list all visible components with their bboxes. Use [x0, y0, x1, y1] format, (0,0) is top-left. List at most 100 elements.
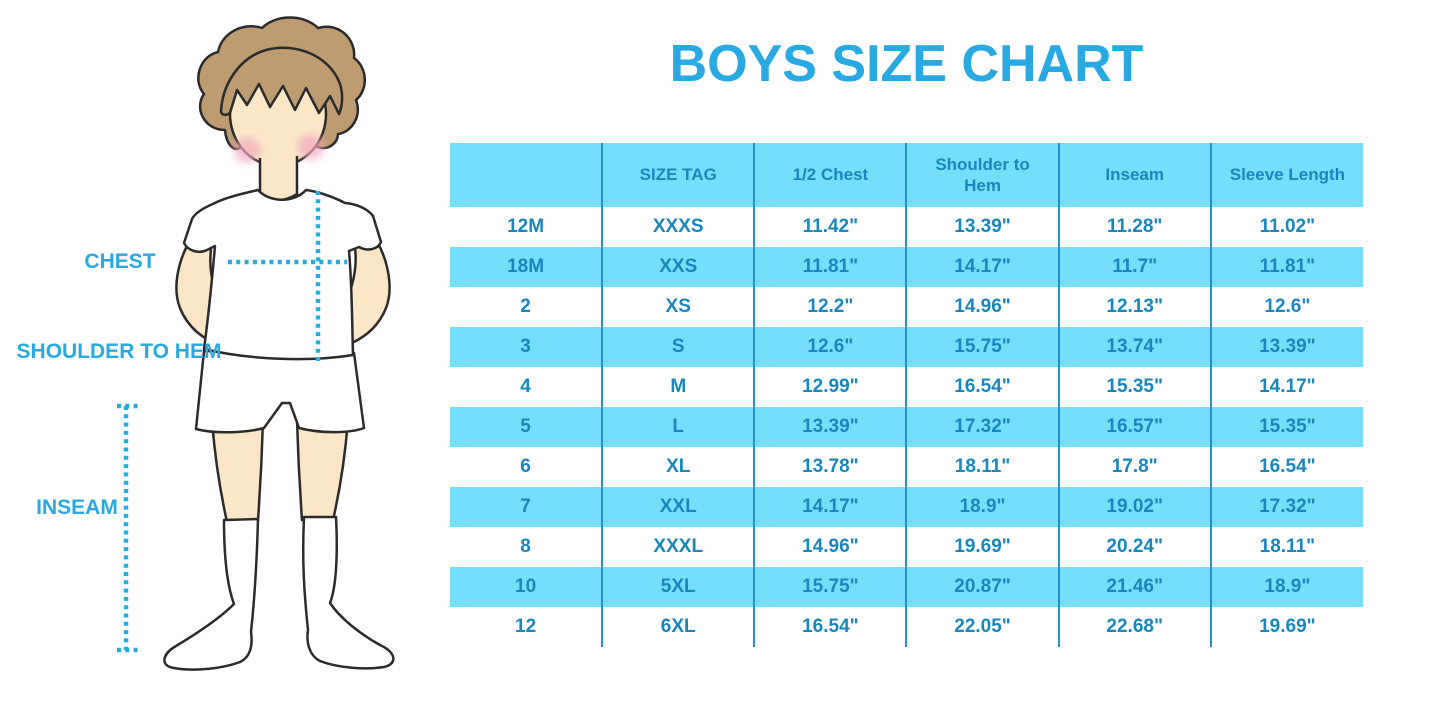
half-chest-cell: 14.17": [753, 487, 907, 527]
half-chest-cell: 12.6": [753, 327, 907, 367]
size-tag-cell: XS: [601, 287, 755, 327]
inseam-cell: 22.68": [1057, 607, 1211, 647]
sleeve-length-cell: 11.81": [1209, 247, 1363, 287]
inseam-measure-line: [117, 403, 142, 653]
size-tag-cell: M: [601, 367, 755, 407]
size-cell: 8: [450, 527, 603, 567]
column-header-size: [450, 143, 603, 207]
neck-shape: [258, 156, 299, 202]
size-tag-cell: XXS: [601, 247, 755, 287]
size-tag-cell: 5XL: [601, 567, 755, 607]
half-chest-cell: 12.2": [753, 287, 907, 327]
column-header-inseam: Inseam: [1057, 143, 1211, 207]
page-title: BOYS SIZE CHART: [669, 35, 1144, 93]
sleeve-length-cell: 12.6": [1209, 287, 1363, 327]
left-leg: [210, 418, 265, 524]
size-cell: 18M: [450, 247, 603, 287]
boy-measurement-illustration: CHEST SHOULDER TO HEM INSEAM: [17, 16, 395, 671]
half-chest-cell: 15.75": [753, 567, 907, 607]
sleeve-length-cell: 18.9": [1209, 567, 1363, 607]
shoulder-to-hem-cell: 19.69": [905, 527, 1059, 567]
sleeve-length-cell: 18.11": [1209, 527, 1363, 567]
shoulder-to-hem-label: SHOULDER TO HEM: [17, 340, 222, 363]
size-cell: 4: [450, 367, 603, 407]
shoulder-to-hem-cell: 18.9": [905, 487, 1059, 527]
left-cheek: [234, 137, 260, 163]
column-header-size-tag: SIZE TAG: [601, 143, 755, 207]
inseam-cell: 13.74": [1057, 327, 1211, 367]
table-row: 8 XXXL 14.96" 19.69" 20.24" 18.11": [450, 527, 1363, 567]
inseam-cell: 17.8": [1057, 447, 1211, 487]
half-chest-cell: 13.39": [753, 407, 907, 447]
size-tag-cell: XXXS: [601, 207, 755, 247]
size-tag-cell: XL: [601, 447, 755, 487]
shoulder-to-hem-cell: 14.96": [905, 287, 1059, 327]
inseam-cell: 20.24": [1057, 527, 1211, 567]
inseam-cell: 12.13": [1057, 287, 1211, 327]
shorts-shape: [194, 349, 366, 434]
table-row: 5 L 13.39" 17.32" 16.57" 15.35": [450, 407, 1363, 447]
column-header-half-chest: 1/2 Chest: [753, 143, 907, 207]
shoulder-to-hem-cell: 14.17": [905, 247, 1059, 287]
tshirt-shape: [182, 188, 383, 361]
size-cell: 2: [450, 287, 603, 327]
inseam-cell: 11.28": [1057, 207, 1211, 247]
half-chest-cell: 14.96": [753, 527, 907, 567]
size-tag-cell: 6XL: [601, 607, 755, 647]
size-tag-cell: L: [601, 407, 755, 447]
shoulder-to-hem-cell: 20.87": [905, 567, 1059, 607]
size-cell: 5: [450, 407, 603, 447]
size-cell: 12M: [450, 207, 603, 247]
table-row: 3 S 12.6" 15.75" 13.74" 13.39": [450, 327, 1363, 367]
shoulder-to-hem-cell: 17.32": [905, 407, 1059, 447]
inseam-cell: 19.02": [1057, 487, 1211, 527]
table-row: 18M XXS 11.81" 14.17" 11.7" 11.81": [450, 247, 1363, 287]
half-chest-cell: 16.54": [753, 607, 907, 647]
inseam-cell: 21.46": [1057, 567, 1211, 607]
sleeve-length-cell: 16.54": [1209, 447, 1363, 487]
table-row: 4 M 12.99" 16.54" 15.35" 14.17": [450, 367, 1363, 407]
table-row: 12M XXXS 11.42" 13.39" 11.28" 11.02": [450, 207, 1363, 247]
inseam-cell: 16.57": [1057, 407, 1211, 447]
shoulder-to-hem-cell: 13.39": [905, 207, 1059, 247]
right-cheek: [298, 134, 324, 160]
left-sock: [163, 517, 260, 671]
size-cell: 10: [450, 567, 603, 607]
header-row: SIZE TAG 1/2 Chest Shoulder to Hem Insea…: [450, 143, 1363, 207]
half-chest-cell: 11.81": [753, 247, 907, 287]
sleeve-length-cell: 11.02": [1209, 207, 1363, 247]
size-cell: 12: [450, 607, 603, 647]
shoulder-to-hem-cell: 16.54": [905, 367, 1059, 407]
half-chest-cell: 11.42": [753, 207, 907, 247]
sleeve-length-cell: 17.32": [1209, 487, 1363, 527]
column-header-sleeve-length: Sleeve Length: [1209, 143, 1363, 207]
half-chest-cell: 13.78": [753, 447, 907, 487]
right-leg: [295, 418, 350, 522]
inseam-cell: 11.7": [1057, 247, 1211, 287]
sleeve-length-cell: 13.39": [1209, 327, 1363, 367]
half-chest-cell: 12.99": [753, 367, 907, 407]
table-row: 10 5XL 15.75" 20.87" 21.46" 18.9": [450, 567, 1363, 607]
column-header-shoulder-to-hem: Shoulder to Hem: [905, 143, 1059, 207]
right-sock: [301, 515, 395, 670]
inseam-cell: 15.35": [1057, 367, 1211, 407]
sleeve-length-cell: 15.35": [1209, 407, 1363, 447]
hair-fringe-shape: [219, 46, 344, 117]
size-cell: 6: [450, 447, 603, 487]
size-tag-cell: S: [601, 327, 755, 367]
sleeve-length-cell: 19.69": [1209, 607, 1363, 647]
shoulder-to-hem-cell: 18.11": [905, 447, 1059, 487]
table-row: 7 XXL 14.17" 18.9" 19.02" 17.32": [450, 487, 1363, 527]
chest-label: CHEST: [84, 250, 155, 273]
size-tag-cell: XXXL: [601, 527, 755, 567]
size-cell: 7: [450, 487, 603, 527]
shoulder-to-hem-cell: 22.05": [905, 607, 1059, 647]
table-row: 12 6XL 16.54" 22.05" 22.68" 19.69": [450, 607, 1363, 647]
sleeve-length-cell: 14.17": [1209, 367, 1363, 407]
size-cell: 3: [450, 327, 603, 367]
table-row: 2 XS 12.2" 14.96" 12.13" 12.6": [450, 287, 1363, 327]
inseam-label: INSEAM: [36, 496, 118, 519]
table-row: 6 XL 13.78" 18.11" 17.8" 16.54": [450, 447, 1363, 487]
size-tag-cell: XXL: [601, 487, 755, 527]
shoulder-to-hem-cell: 15.75": [905, 327, 1059, 367]
